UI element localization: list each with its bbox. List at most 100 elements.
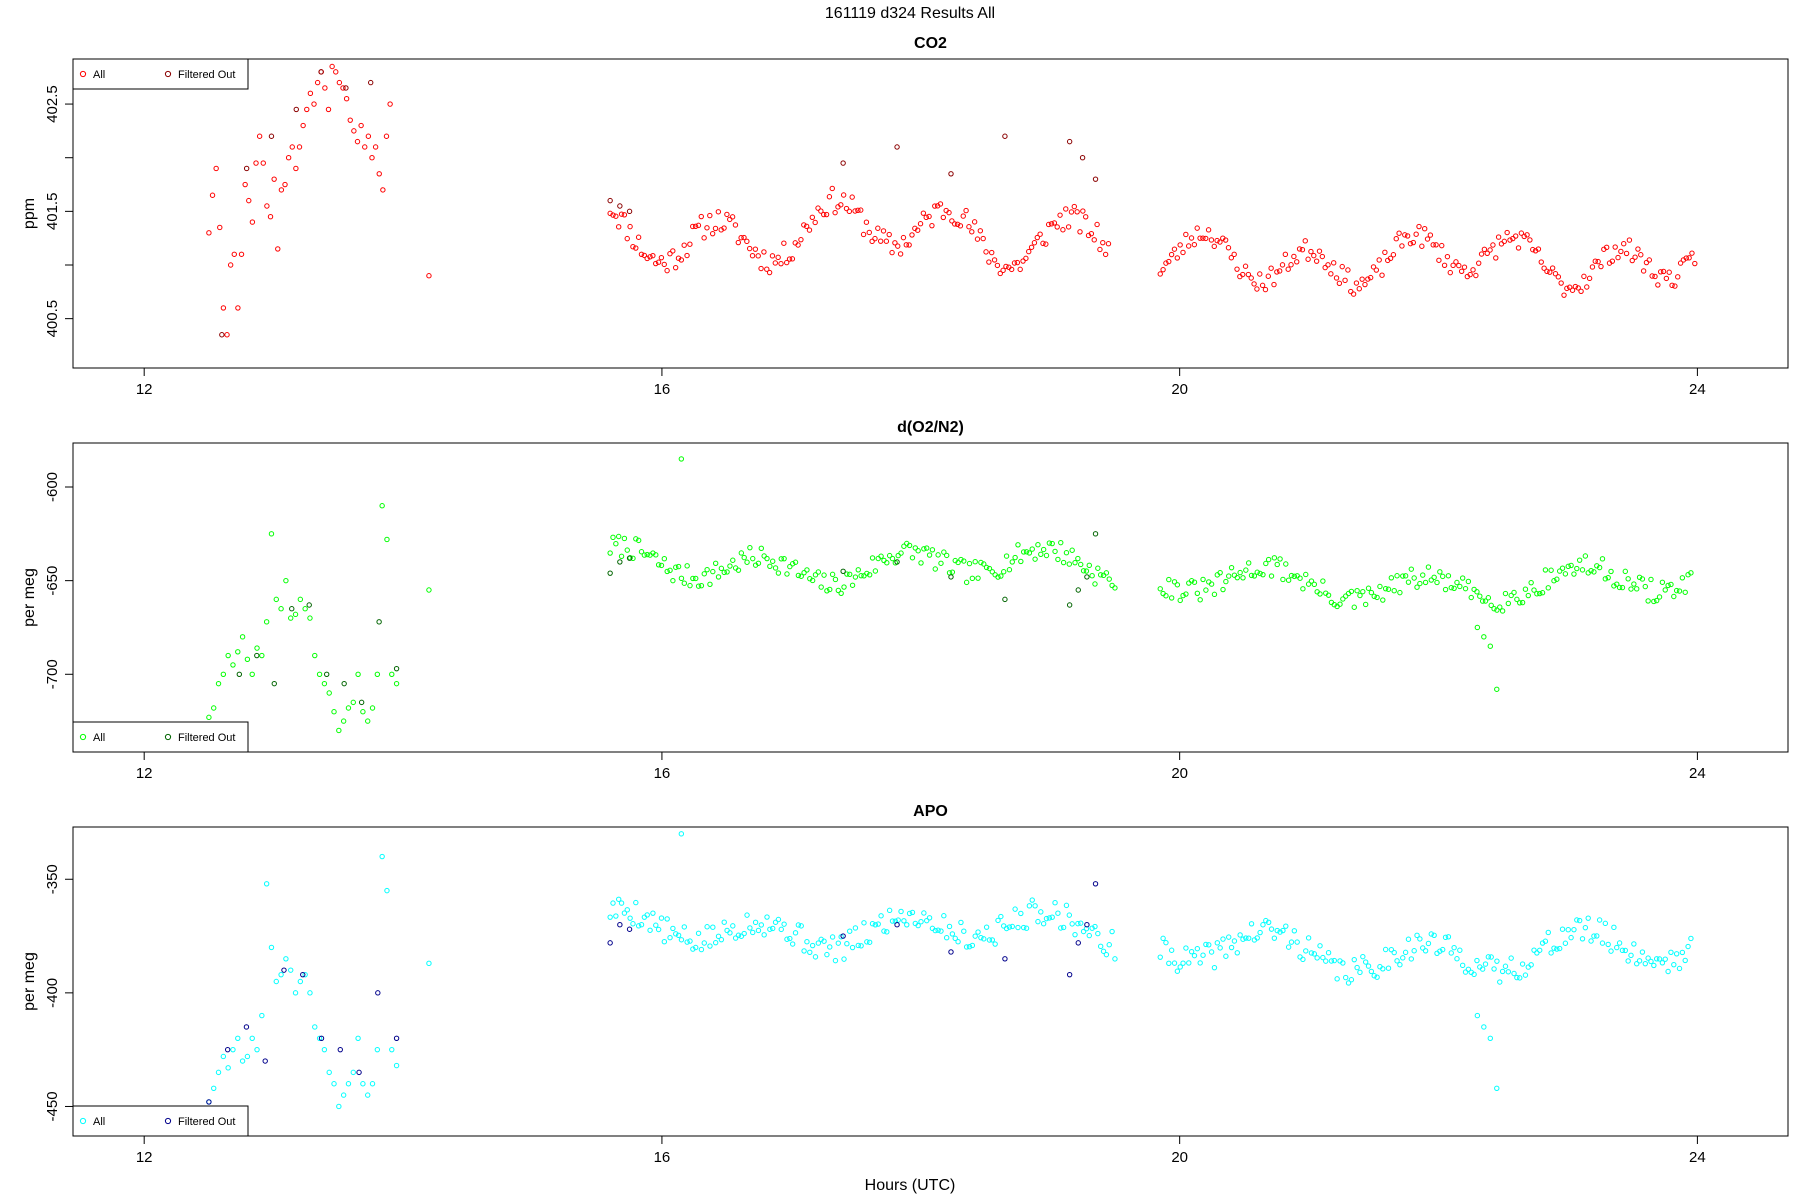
data-point [946, 209, 952, 216]
data-point [1268, 926, 1275, 932]
data-point [841, 584, 847, 590]
data-point [1574, 917, 1580, 923]
data-point [1337, 601, 1343, 607]
data-point [1442, 934, 1449, 941]
data-point [1345, 980, 1352, 986]
data-point [1034, 234, 1040, 241]
data-point [1285, 944, 1292, 950]
data-point [1371, 973, 1377, 979]
data-point [841, 956, 847, 962]
data-point [972, 933, 978, 939]
data-point [1088, 230, 1095, 237]
data-point [1659, 579, 1666, 585]
data-point [1689, 250, 1695, 256]
data-point [898, 550, 904, 556]
data-point [943, 552, 950, 559]
data-point [306, 602, 312, 608]
data-point [1277, 556, 1283, 562]
data-point [924, 917, 930, 924]
data-point [1591, 933, 1597, 939]
data-point [1665, 582, 1671, 589]
data-point [1431, 574, 1437, 581]
data-point [1171, 579, 1178, 585]
data-point [673, 564, 679, 570]
data-point [1325, 262, 1331, 268]
data-point [624, 907, 630, 913]
data-point [1106, 942, 1112, 948]
data-point [380, 187, 386, 193]
data-point [929, 222, 935, 229]
data-point [690, 575, 696, 582]
data-point [1200, 952, 1206, 958]
data-point [1556, 945, 1563, 952]
data-point [730, 557, 736, 563]
data-point [379, 503, 385, 509]
data-point [1461, 264, 1468, 270]
data-point [1682, 957, 1688, 964]
data-point [1596, 564, 1603, 571]
data-point [283, 577, 289, 584]
data-point [1368, 968, 1375, 975]
data-point [278, 187, 285, 193]
data-point [798, 573, 804, 579]
data-point [1245, 560, 1252, 566]
data-point [1585, 915, 1591, 921]
data-point [1357, 592, 1363, 599]
data-point [1451, 944, 1457, 951]
data-point [880, 228, 887, 234]
data-point [1605, 574, 1611, 581]
data-point [1365, 585, 1372, 591]
series-all [206, 456, 1694, 734]
data-point [209, 192, 216, 198]
data-point [1408, 956, 1415, 962]
legend-label: Filtered Out [178, 732, 235, 744]
data-point [1083, 568, 1090, 574]
data-point [304, 106, 310, 113]
data-point [1311, 252, 1317, 259]
data-point [1512, 233, 1519, 239]
data-point [1279, 262, 1286, 268]
legend: All Filtered Out [72, 721, 249, 753]
data-point [1611, 924, 1617, 931]
data-point [783, 259, 790, 266]
data-point [761, 932, 767, 938]
data-point [707, 943, 713, 949]
data-point [712, 939, 719, 946]
data-point [302, 971, 308, 978]
data-point [1545, 585, 1551, 591]
data-point [1538, 259, 1544, 265]
x-tick-label: 24 [1689, 765, 1706, 782]
data-point [1254, 935, 1260, 941]
data-point [855, 207, 861, 214]
data-point [235, 1035, 241, 1042]
data-point [1223, 953, 1229, 959]
legend: All Filtered Out [72, 58, 249, 90]
data-point [1009, 559, 1015, 565]
data-point [1001, 569, 1007, 575]
data-point [801, 948, 807, 954]
legend-marker [164, 1117, 172, 1125]
data-point [1551, 578, 1557, 584]
data-point [772, 919, 779, 925]
data-point [1602, 576, 1609, 582]
data-point [1594, 933, 1600, 939]
data-point [852, 208, 858, 214]
data-point [367, 79, 374, 86]
data-point [268, 133, 275, 139]
data-point [889, 249, 895, 256]
data-point [972, 559, 978, 565]
data-point [1420, 945, 1426, 951]
data-point [244, 656, 251, 662]
data-point [1508, 955, 1514, 961]
data-point [211, 705, 217, 711]
data-point [1388, 575, 1395, 581]
data-point [647, 927, 653, 933]
data-point [1474, 957, 1480, 964]
data-point [721, 225, 727, 231]
data-point [966, 224, 972, 230]
data-point [818, 208, 824, 214]
data-point [635, 537, 642, 544]
data-point [695, 583, 702, 589]
data-point [1588, 567, 1594, 574]
data-point [1282, 251, 1289, 258]
